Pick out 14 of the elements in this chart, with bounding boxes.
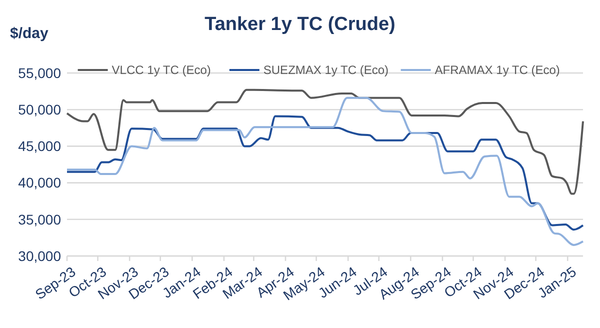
legend-label: VLCC 1y TC (Eco) xyxy=(112,63,211,78)
y-tick-label: 55,000 xyxy=(18,64,62,81)
line-series xyxy=(66,88,584,195)
line-series xyxy=(66,96,584,246)
y-tick-label: 50,000 xyxy=(18,102,62,118)
chart-title: Tanker 1y TC (Crude) xyxy=(204,14,396,35)
y-tick-label: 45,000 xyxy=(18,138,62,154)
y-tick-label: 40,000 xyxy=(18,174,62,191)
y-tick-label: 30,000 xyxy=(18,248,62,264)
line-series xyxy=(66,115,584,231)
y-axis-title: $/day xyxy=(10,25,50,42)
y-tick-label: 35,000 xyxy=(18,211,62,228)
legend-label: AFRAMAX 1y TC (Eco) xyxy=(434,63,560,78)
legend-label: SUEZMAX 1y TC (Eco) xyxy=(263,63,389,78)
